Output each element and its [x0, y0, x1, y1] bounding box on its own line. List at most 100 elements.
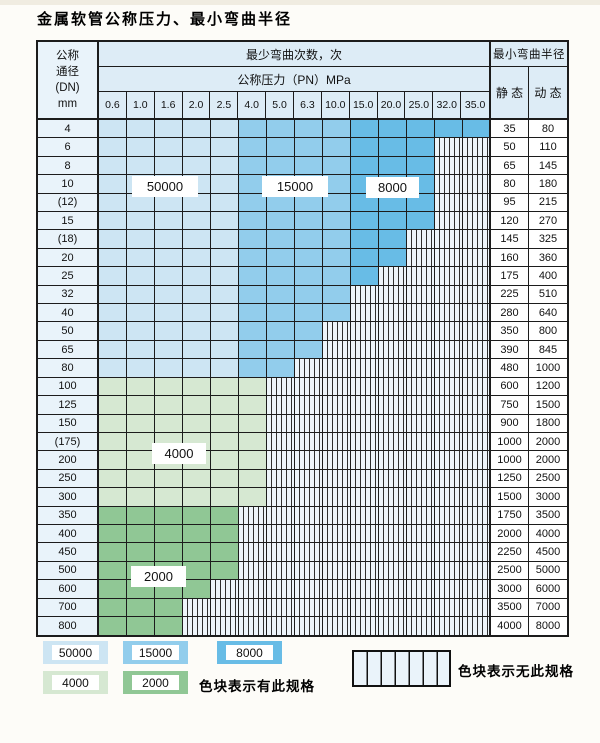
- grid-cell: [99, 175, 127, 194]
- grid-cell: [295, 469, 323, 489]
- dynamic-value-cell: 2000: [529, 451, 567, 470]
- grid-cell: [267, 212, 295, 231]
- grid-cell: [99, 285, 127, 305]
- grid-cell: [267, 396, 295, 415]
- grid-cell: [435, 248, 463, 268]
- grid-cell: [127, 340, 155, 360]
- grid-cell: [155, 396, 183, 415]
- grid-cell: [295, 212, 323, 231]
- grid-cell: [155, 543, 183, 562]
- grid-cell: [379, 322, 407, 341]
- page-title: 金属软管公称压力、最小弯曲半径: [37, 11, 293, 28]
- grid-cell: [407, 359, 435, 378]
- legend-swatch-value: 50000: [52, 645, 99, 660]
- grid-cell: [351, 267, 379, 286]
- legend-swatch-value: 4000: [52, 675, 99, 690]
- grid-cell: [435, 580, 463, 599]
- grid-cell: [239, 598, 267, 617]
- grid-cell: [379, 248, 407, 268]
- grid-cell: [407, 432, 435, 452]
- grid-cell: [295, 414, 323, 433]
- dn-header-line: 通径: [56, 65, 79, 78]
- grid-cell: [183, 543, 211, 562]
- grid-cell: [323, 138, 351, 157]
- pressure-value-cell: 4.0: [238, 92, 267, 118]
- static-value-cell: 65: [491, 156, 529, 176]
- grid-cell: [407, 248, 435, 268]
- dn-cell: 15: [38, 212, 99, 231]
- grid-cell: [183, 156, 211, 176]
- grid-cell: [239, 322, 267, 341]
- grid-cell: [267, 561, 295, 581]
- grid-cell: [323, 285, 351, 305]
- grid-cell: [183, 580, 211, 599]
- dn-cell: 10: [38, 175, 99, 194]
- dn-cell: 700: [38, 598, 99, 617]
- grid-cell: [435, 212, 463, 231]
- grid-cell: [435, 616, 463, 636]
- grid-cell: [99, 488, 127, 507]
- grid-cell: [323, 616, 351, 636]
- grid-cell: [211, 414, 239, 433]
- grid-cell: [435, 561, 463, 581]
- pressure-value-cell: 20.0: [378, 92, 406, 118]
- grid-cell: [407, 377, 435, 397]
- grid-cell: [211, 175, 239, 194]
- grid-cell: [267, 488, 295, 507]
- grid-cell: [155, 377, 183, 397]
- dynamic-value-cell: 1200: [529, 377, 567, 397]
- grid-cell: [407, 488, 435, 507]
- grid-cell: [351, 488, 379, 507]
- grid-cell: [239, 488, 267, 507]
- grid-cell: [295, 543, 323, 562]
- grid-cell: [351, 616, 379, 636]
- grid-cell: [351, 580, 379, 599]
- grid-cell: [239, 230, 267, 249]
- grid-cell: [379, 506, 407, 525]
- grid-cell: [295, 377, 323, 397]
- grid-cell: [267, 156, 295, 176]
- grid-cell: [211, 359, 239, 378]
- grid-cell: [127, 193, 155, 213]
- grid-cell: [323, 267, 351, 286]
- grid-cell: [379, 377, 407, 397]
- grid-cell: [267, 377, 295, 397]
- grid-cell: [351, 230, 379, 249]
- grid-cell: [267, 340, 295, 360]
- grid-cell: [295, 230, 323, 249]
- grid-cell: [127, 414, 155, 433]
- dn-cell: 800: [38, 616, 99, 636]
- static-value-cell: 280: [491, 304, 529, 323]
- grid-cell: [323, 414, 351, 433]
- grid-cell: [183, 212, 211, 231]
- grid-cell: [435, 488, 463, 507]
- table-body: 4 35 80 6 50 110 8 65 145 10 80 180 (12) 95 215 15 120 27…: [38, 120, 567, 636]
- grid-cell: [127, 322, 155, 341]
- static-value-cell: 3500: [491, 598, 529, 617]
- grid-cell: [295, 156, 323, 176]
- grid-cell: [351, 138, 379, 157]
- grid-cell: [99, 469, 127, 489]
- grid-cell: [463, 138, 491, 157]
- dynamic-value-cell: 8000: [529, 616, 567, 636]
- grid-cell: [435, 340, 463, 360]
- legend-swatch-value: 2000: [132, 675, 179, 690]
- grid-cell: [295, 598, 323, 617]
- dn-cell: 40: [38, 304, 99, 323]
- grid-cell: [155, 120, 183, 139]
- grid-cell: [239, 469, 267, 489]
- grid-cell: [99, 414, 127, 433]
- grid-cell: [407, 230, 435, 249]
- grid-cell: [407, 414, 435, 433]
- grid-cell: [211, 451, 239, 470]
- grid-cell: [267, 359, 295, 378]
- grid-cell: [183, 285, 211, 305]
- grid-cell: [323, 377, 351, 397]
- grid-cell: [127, 120, 155, 139]
- grid-cell: [463, 616, 491, 636]
- grid-cell: [99, 304, 127, 323]
- page-top-strip: [0, 0, 600, 5]
- grid-cell: [99, 598, 127, 617]
- grid-cell: [211, 340, 239, 360]
- grid-cell: [463, 120, 491, 139]
